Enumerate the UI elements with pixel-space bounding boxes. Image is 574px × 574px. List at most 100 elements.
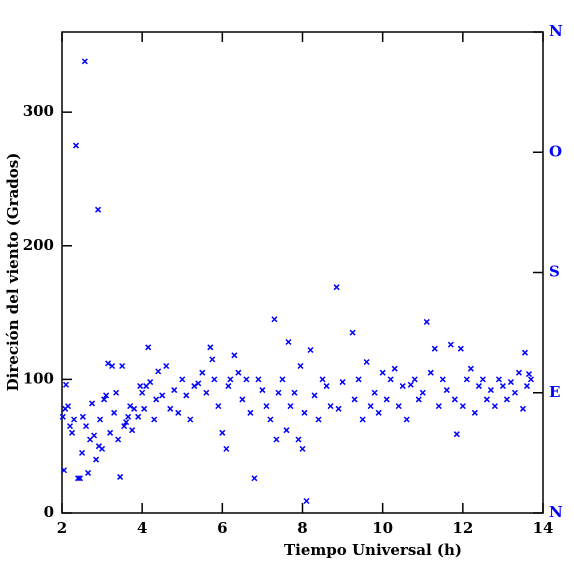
data-point bbox=[467, 365, 474, 372]
data-point bbox=[351, 396, 358, 403]
data-point bbox=[72, 142, 80, 149]
data-point bbox=[195, 380, 202, 387]
data-point bbox=[215, 403, 222, 410]
data-point bbox=[129, 427, 136, 434]
data-point bbox=[519, 405, 526, 412]
data-point bbox=[113, 389, 120, 396]
data-point bbox=[483, 396, 490, 403]
data-point bbox=[255, 376, 262, 383]
data-point bbox=[119, 362, 126, 370]
data-point bbox=[407, 381, 414, 388]
data-point bbox=[371, 389, 378, 396]
data-point bbox=[453, 431, 460, 438]
data-point bbox=[423, 318, 430, 325]
data-point bbox=[159, 392, 166, 399]
data-point bbox=[349, 329, 356, 336]
data-point bbox=[355, 376, 362, 383]
data-point bbox=[187, 416, 194, 423]
data-point bbox=[101, 396, 108, 403]
data-point bbox=[295, 436, 302, 443]
y-axis-label: Direción del viento (Grados) bbox=[4, 153, 22, 392]
x-tick-label: 14 bbox=[533, 519, 554, 537]
data-point bbox=[183, 392, 190, 399]
data-point bbox=[487, 387, 494, 394]
data-point bbox=[60, 467, 68, 474]
data-point bbox=[515, 369, 522, 376]
data-point bbox=[59, 413, 66, 420]
data-point bbox=[471, 409, 478, 416]
data-point bbox=[62, 381, 70, 388]
data-point bbox=[499, 383, 506, 390]
x-tick-label: 10 bbox=[372, 519, 393, 537]
data-point bbox=[323, 383, 330, 390]
data-point bbox=[447, 341, 454, 348]
data-point bbox=[475, 383, 482, 390]
data-point bbox=[163, 362, 170, 370]
data-point bbox=[315, 416, 322, 423]
data-point bbox=[111, 409, 118, 416]
data-point bbox=[79, 449, 86, 456]
data-point bbox=[109, 362, 116, 370]
y2-tick-label: N bbox=[549, 503, 563, 521]
data-point bbox=[251, 475, 258, 482]
data-point bbox=[431, 345, 438, 352]
y-tick-label: 200 bbox=[23, 236, 54, 254]
data-point bbox=[191, 383, 198, 390]
data-point bbox=[427, 369, 434, 376]
data-point bbox=[335, 405, 342, 412]
data-point bbox=[105, 360, 112, 367]
data-point bbox=[333, 284, 340, 291]
data-point bbox=[319, 376, 326, 383]
data-point bbox=[125, 413, 132, 420]
data-point bbox=[299, 445, 306, 452]
data-point bbox=[451, 396, 458, 403]
data-point bbox=[107, 429, 114, 436]
data-point bbox=[239, 396, 246, 403]
data-point bbox=[521, 349, 528, 356]
data-point bbox=[291, 389, 298, 396]
x-tick-label: 12 bbox=[452, 519, 473, 537]
data-point bbox=[459, 403, 466, 410]
data-point bbox=[247, 409, 254, 416]
data-point bbox=[145, 344, 152, 351]
y2-tick-label: N bbox=[549, 22, 563, 40]
data-point bbox=[79, 413, 86, 420]
data-point bbox=[403, 416, 410, 423]
y2-tick-label: S bbox=[549, 263, 560, 281]
data-point bbox=[167, 405, 174, 412]
data-point bbox=[77, 475, 84, 482]
data-point bbox=[383, 396, 390, 403]
data-point bbox=[391, 365, 398, 372]
data-point bbox=[223, 445, 230, 452]
data-point bbox=[301, 409, 308, 416]
data-point bbox=[103, 392, 110, 399]
x-tick-label: 4 bbox=[137, 519, 147, 537]
data-point bbox=[243, 376, 250, 383]
data-point bbox=[207, 344, 214, 351]
data-point bbox=[175, 409, 182, 416]
data-point bbox=[511, 389, 518, 396]
data-point bbox=[527, 376, 535, 383]
data-point bbox=[75, 475, 82, 482]
data-point bbox=[203, 389, 210, 396]
x-tick-label: 2 bbox=[57, 519, 67, 537]
y-tick-label: 100 bbox=[23, 369, 54, 387]
data-point bbox=[117, 473, 124, 480]
data-point bbox=[171, 387, 178, 394]
data-point bbox=[395, 403, 402, 410]
data-point bbox=[503, 396, 510, 403]
data-point bbox=[123, 419, 130, 426]
data-point bbox=[227, 376, 234, 383]
data-point bbox=[83, 423, 90, 430]
data-point bbox=[439, 376, 446, 383]
data-point bbox=[525, 371, 533, 378]
data-point bbox=[259, 387, 266, 394]
data-point bbox=[339, 379, 346, 386]
data-point bbox=[199, 369, 206, 376]
data-point bbox=[211, 376, 218, 383]
data-point bbox=[64, 403, 72, 410]
data-point bbox=[311, 392, 318, 399]
data-point bbox=[127, 403, 134, 410]
y2-tick-label: E bbox=[549, 383, 560, 401]
